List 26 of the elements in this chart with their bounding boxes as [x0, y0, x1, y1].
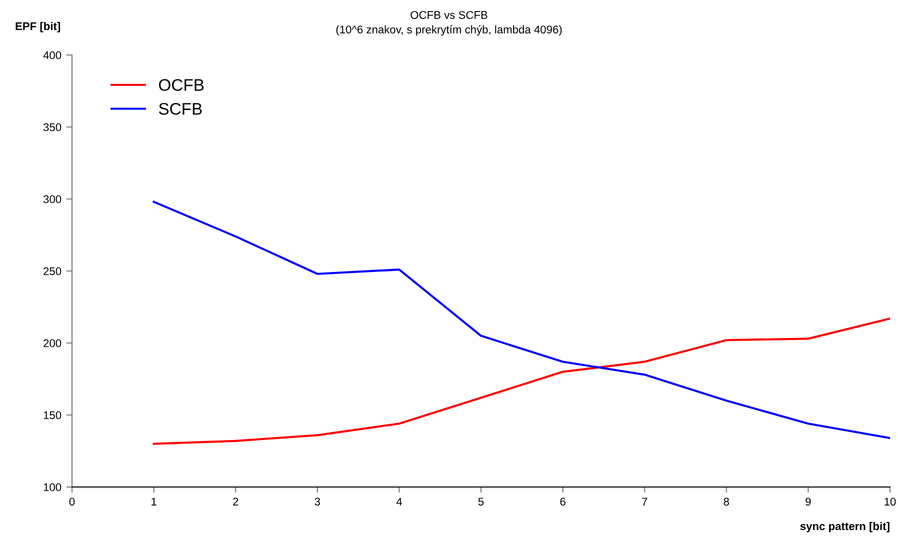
y-tick-label: 350 — [43, 123, 62, 132]
x-tick-label: 2 — [233, 498, 238, 506]
x-tick-label: 5 — [478, 498, 484, 506]
y-tick-label: 300 — [43, 195, 62, 204]
line-series — [152, 317, 890, 445]
y-tick-label: 250 — [44, 267, 62, 276]
chart-subtitle: (10^6 znakov, s prekrytím chýb, lambda 4096) — [336, 25, 562, 36]
x-tick-label: 7 — [642, 498, 648, 506]
x-axis-title: sync pattern [bit] — [800, 522, 890, 532]
x-tick-label: 8 — [724, 498, 730, 506]
x-tick-label: 1 — [152, 498, 156, 506]
legend-label: OCFB — [158, 79, 204, 91]
y-tick-label: 200 — [44, 339, 62, 348]
y-tick-label: 400 — [43, 51, 62, 60]
y-tick-label: 150 — [44, 411, 62, 420]
y-tick-label: 100 — [44, 483, 62, 492]
x-tick-label: 6 — [560, 498, 566, 506]
x-tick-label: 0 — [69, 498, 75, 506]
x-tick-label: 10 — [884, 498, 896, 506]
legend-label: SCFB — [158, 102, 202, 115]
x-tick-label: 4 — [396, 498, 402, 506]
x-tick-label: 3 — [314, 498, 320, 506]
y-axis-title: EPF [bit] — [16, 22, 60, 32]
chart-title: OCFB vs SCFB — [410, 11, 488, 19]
line-series — [152, 200, 890, 440]
x-tick-label: 9 — [806, 498, 811, 506]
